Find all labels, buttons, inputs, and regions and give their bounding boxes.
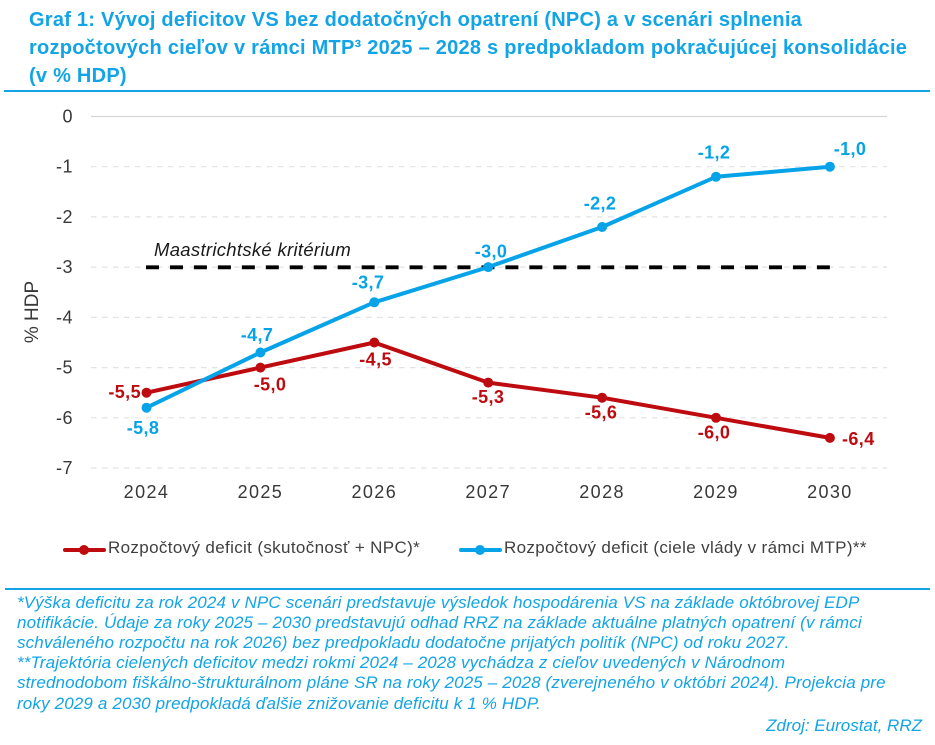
svg-text:2025: 2025	[238, 482, 284, 502]
svg-text:2029: 2029	[693, 482, 739, 502]
svg-text:-1: -1	[56, 157, 73, 177]
svg-text:-5,5: -5,5	[108, 382, 141, 402]
svg-text:-4,7: -4,7	[241, 325, 274, 345]
svg-text:2024: 2024	[124, 482, 170, 502]
svg-text:-3,0: -3,0	[475, 242, 508, 262]
svg-text:-5,8: -5,8	[127, 418, 160, 438]
svg-text:-3: -3	[56, 257, 73, 277]
svg-text:-4,5: -4,5	[359, 349, 392, 369]
svg-text:-4: -4	[56, 307, 73, 327]
svg-text:2026: 2026	[351, 482, 397, 502]
svg-text:-5,3: -5,3	[472, 387, 505, 407]
svg-text:-1,2: -1,2	[698, 143, 731, 163]
svg-text:% HDP: % HDP	[22, 281, 43, 343]
svg-text:-6: -6	[56, 408, 73, 428]
svg-text:-3,7: -3,7	[352, 273, 385, 293]
svg-text:-5,6: -5,6	[585, 403, 618, 423]
svg-text:-6,0: -6,0	[698, 422, 731, 442]
svg-text:-7: -7	[56, 458, 73, 478]
svg-text:-2: -2	[56, 207, 73, 227]
svg-text:-2,2: -2,2	[584, 194, 617, 214]
svg-text:-1,0: -1,0	[834, 139, 867, 159]
svg-text:0: 0	[62, 107, 73, 127]
svg-text:2027: 2027	[465, 482, 511, 502]
svg-text:-6,4: -6,4	[842, 429, 875, 449]
svg-text:-5: -5	[56, 358, 73, 378]
svg-text:2028: 2028	[579, 482, 625, 502]
svg-text:-5,0: -5,0	[254, 375, 287, 395]
svg-text:2030: 2030	[807, 482, 853, 502]
